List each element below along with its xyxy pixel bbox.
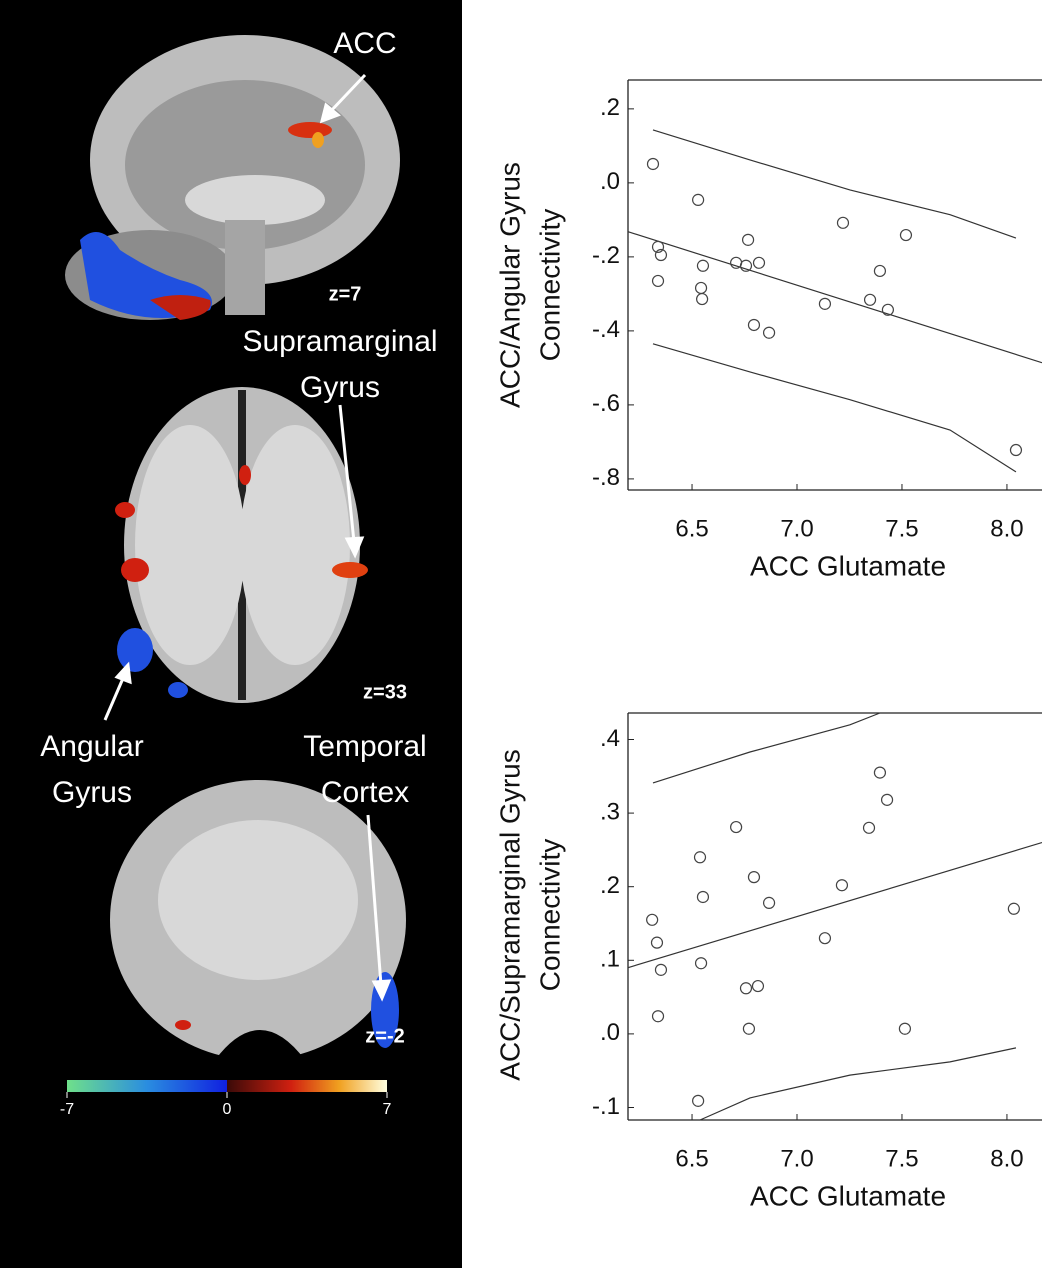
y-tick-label: .0 bbox=[600, 168, 620, 195]
x-tick-label: 8.0 bbox=[990, 515, 1023, 542]
region-label: ACC bbox=[333, 27, 396, 60]
y-tick-label: -.1 bbox=[592, 1093, 620, 1120]
point bbox=[882, 794, 893, 805]
y-axis-label: ACC/Supramarginal Gyrus bbox=[494, 749, 525, 1080]
y-tick-label: -.4 bbox=[592, 316, 620, 343]
point bbox=[874, 265, 885, 276]
point bbox=[819, 298, 830, 309]
slice-label: z=33 bbox=[363, 681, 407, 703]
point bbox=[647, 914, 658, 925]
point bbox=[647, 158, 658, 169]
point bbox=[874, 767, 885, 778]
point bbox=[697, 294, 708, 305]
point bbox=[748, 319, 759, 330]
point bbox=[653, 1011, 664, 1022]
point bbox=[655, 964, 666, 975]
point bbox=[696, 282, 707, 293]
point bbox=[865, 294, 876, 305]
point bbox=[1010, 445, 1021, 456]
y-axis-label: Connectivity bbox=[534, 209, 565, 362]
point bbox=[1008, 903, 1019, 914]
y-tick-label: .0 bbox=[600, 1019, 620, 1046]
point bbox=[752, 981, 763, 992]
point bbox=[900, 230, 911, 241]
y-tick-label: -.8 bbox=[592, 464, 620, 491]
point bbox=[899, 1023, 910, 1034]
y-tick-label: .1 bbox=[600, 946, 620, 973]
x-tick-label: 7.5 bbox=[885, 1145, 918, 1172]
y-tick-label: .2 bbox=[600, 94, 620, 121]
point bbox=[696, 958, 707, 969]
confidence-band bbox=[700, 1048, 1016, 1120]
colorbar-tick-label: 7 bbox=[383, 1101, 392, 1118]
fit-line bbox=[628, 843, 1042, 968]
confidence-band bbox=[653, 713, 880, 783]
point bbox=[754, 257, 765, 268]
x-tick-label: 6.5 bbox=[675, 515, 708, 542]
point bbox=[748, 872, 759, 883]
x-tick-label: 7.0 bbox=[780, 1145, 813, 1172]
point bbox=[697, 891, 708, 902]
y-axis-label: ACC/Angular Gyrus bbox=[494, 162, 525, 408]
region-label: Angular bbox=[40, 730, 143, 763]
slice-label: z=7 bbox=[329, 283, 362, 305]
fit-line bbox=[628, 232, 1042, 363]
confidence-band bbox=[653, 130, 1016, 238]
y-tick-label: .3 bbox=[600, 798, 620, 825]
x-tick-label: 7.0 bbox=[780, 515, 813, 542]
point bbox=[864, 822, 875, 833]
slice-label: z=-2 bbox=[365, 1025, 404, 1047]
point bbox=[743, 234, 754, 245]
region-label: Temporal bbox=[303, 730, 426, 763]
point bbox=[693, 194, 704, 205]
y-tick-label: -.6 bbox=[592, 390, 620, 417]
region-label: Gyrus bbox=[52, 776, 132, 809]
point bbox=[764, 327, 775, 338]
point bbox=[695, 852, 706, 863]
x-tick-label: 8.0 bbox=[990, 1145, 1023, 1172]
region-label: Cortex bbox=[321, 776, 409, 809]
y-tick-label: .4 bbox=[600, 725, 620, 752]
colorbar-tick-label: -7 bbox=[60, 1101, 74, 1118]
figure: .2.0-.2-.4-.6-.86.57.07.58.0ACC Glutamat… bbox=[0, 0, 1042, 1268]
point bbox=[740, 983, 751, 994]
region-label: Supramarginal bbox=[242, 325, 437, 358]
axial-slice-2 bbox=[110, 780, 406, 1060]
point bbox=[731, 822, 742, 833]
confidence-band bbox=[653, 344, 1016, 472]
point bbox=[697, 260, 708, 271]
x-axis-label: ACC Glutamate bbox=[750, 550, 946, 581]
colorbar-tick-label: 0 bbox=[223, 1101, 232, 1118]
point bbox=[693, 1095, 704, 1106]
region-label: Gyrus bbox=[300, 371, 380, 404]
point bbox=[651, 937, 662, 948]
x-axis-label: ACC Glutamate bbox=[750, 1180, 946, 1211]
point bbox=[653, 275, 664, 286]
point bbox=[836, 880, 847, 891]
colorbar bbox=[67, 1080, 387, 1092]
y-tick-label: .2 bbox=[600, 872, 620, 899]
x-tick-label: 6.5 bbox=[675, 1145, 708, 1172]
x-tick-label: 7.5 bbox=[885, 515, 918, 542]
point bbox=[764, 897, 775, 908]
y-tick-label: -.2 bbox=[592, 242, 620, 269]
point bbox=[743, 1023, 754, 1034]
point bbox=[819, 933, 830, 944]
point bbox=[837, 217, 848, 228]
y-axis-label: Connectivity bbox=[534, 839, 565, 992]
